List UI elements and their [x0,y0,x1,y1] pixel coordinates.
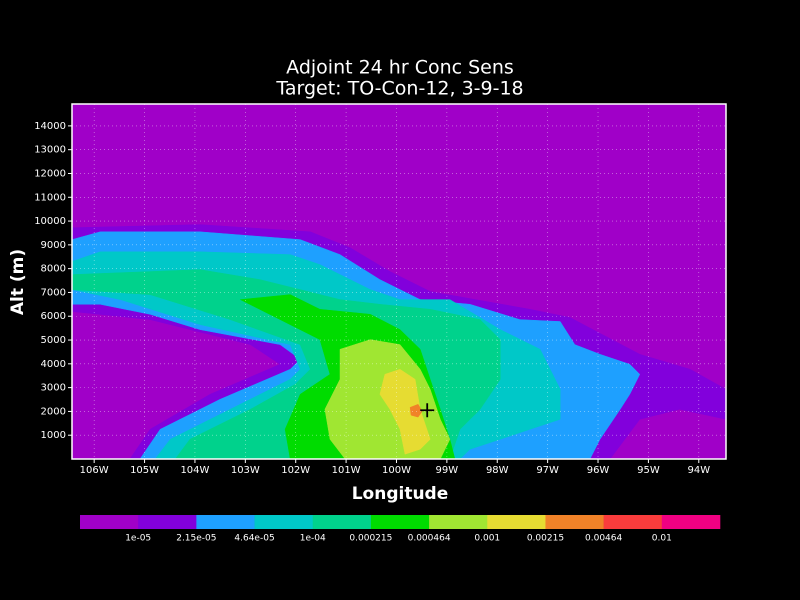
colorbar-label: 0.00464 [585,534,622,544]
x-tick-label: 97W [536,465,559,476]
contour-region [409,403,423,418]
colorbar-box [196,515,255,529]
x-tick-label: 104W [180,465,209,476]
x-tick-label: 96W [587,465,610,476]
y-tick-label: 5000 [41,335,66,346]
y-tick-label: 13000 [34,145,66,156]
x-axis-label: Longitude [352,484,449,504]
x-tick-label: 94W [687,465,710,476]
colorbar-label: 2.15e-05 [176,534,216,544]
y-axis-label: Alt (m) [8,249,28,315]
plot-frame [71,103,727,460]
colorbar-box [254,515,314,529]
y-tick-label: 14000 [34,121,66,132]
colorbar-label: 0.000464 [408,534,451,544]
colorbar-box [661,515,721,529]
colorbar-box [429,515,488,529]
colorbar-box [487,515,546,529]
y-tick-label: 1000 [41,430,66,441]
chart-title: Adjoint 24 hr Conc Sens [286,57,514,79]
y-tick-label: 6000 [41,311,66,322]
y-tick-label: 12000 [34,168,66,179]
colorbar-box [603,515,663,529]
x-tick-label: 103W [231,465,260,476]
colorbar-box [370,515,430,529]
colorbar-label: 0.00215 [527,534,564,544]
colorbar-label: 0.01 [652,534,672,544]
x-tick-label: 100W [382,465,411,476]
contour-regions [72,224,726,459]
x-tick-label: 95W [637,465,660,476]
colorbar-box [312,515,372,529]
x-tick-label: 98W [486,465,509,476]
colorbar-label: 1e-04 [300,534,326,544]
x-tick-label: 106W [80,465,109,476]
x-tick-label: 105W [130,465,159,476]
chart-subtitle: Target: TO-Con-12, 3-9-18 [275,78,523,100]
contour-region [379,369,431,455]
y-tick-label: 2000 [41,406,66,417]
x-tick-label: 99W [436,465,459,476]
x-tick-label: 101W [332,465,361,476]
colorbar-box [138,515,197,529]
target-marker [420,403,435,418]
y-tick-label: 11000 [34,192,66,203]
y-tick-label: 3000 [41,383,66,394]
colorbar-label: 0.000215 [349,534,392,544]
y-tick-label: 8000 [41,264,66,275]
y-tick-label: 4000 [41,359,66,370]
x-tick-label: 102W [281,465,310,476]
colorbar-label: 1e-05 [125,534,151,544]
colorbar-label: 4.64e-05 [234,534,274,544]
colorbar-box [80,515,139,529]
y-tick-label: 10000 [34,216,66,227]
y-tick-label: 9000 [41,240,66,251]
colorbar-box [545,515,604,529]
y-tick-label: 7000 [41,287,66,298]
colorbar-label: 0.001 [474,534,500,544]
